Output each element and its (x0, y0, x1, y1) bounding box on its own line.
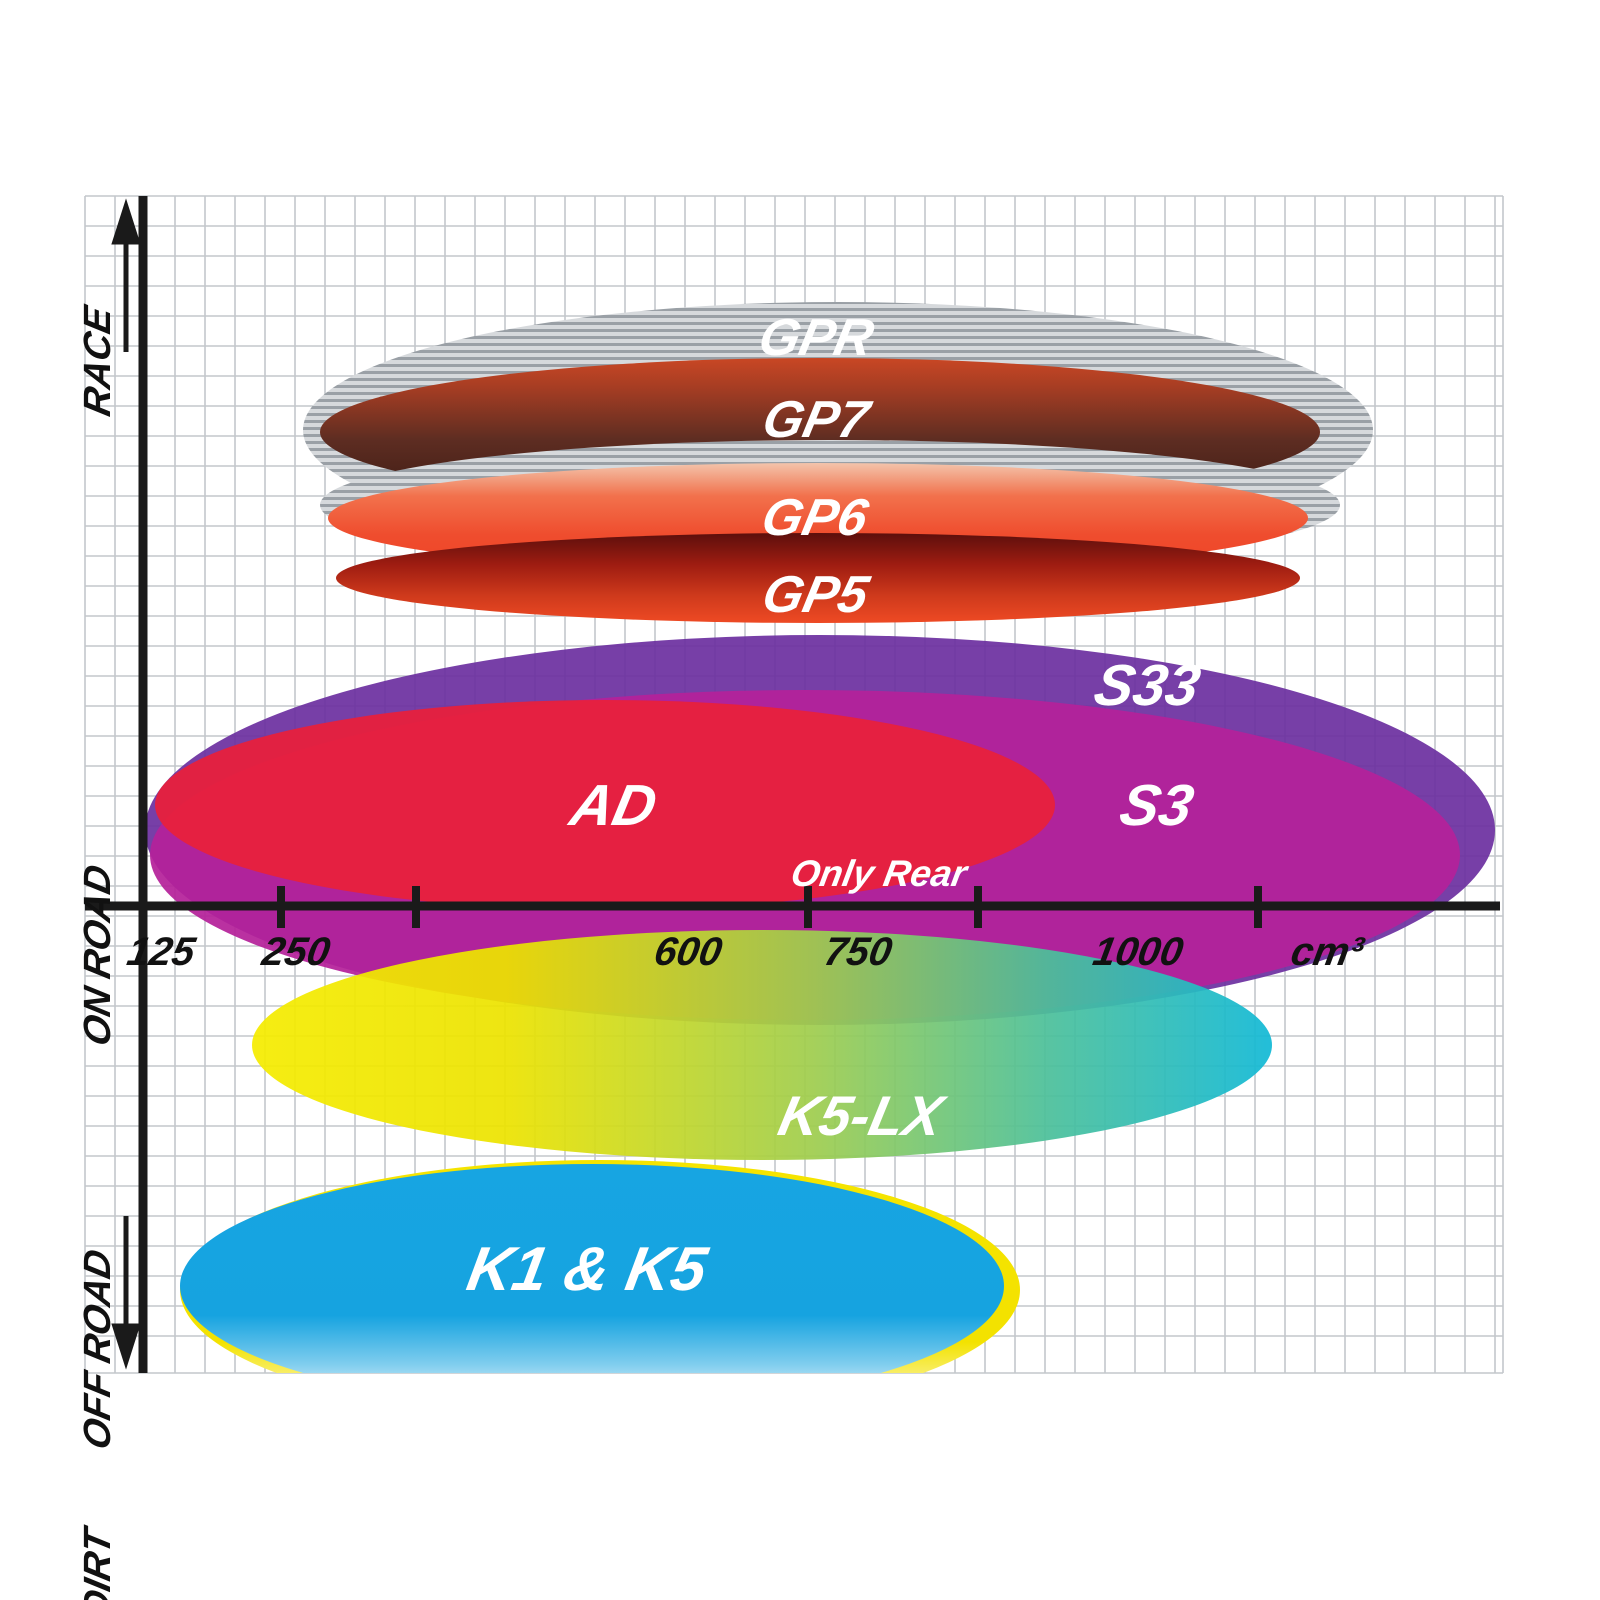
x-tick-label-750: 750 (821, 929, 896, 974)
y-label-dirt: DIRT (76, 1522, 119, 1600)
bubble-ad[interactable] (155, 700, 1055, 910)
x-tick-label-125: 125 (124, 929, 199, 974)
bubble-gp5[interactable] (336, 533, 1300, 623)
bubble-label-s3: S3 (1114, 774, 1199, 838)
bubble-label-k5lx: K5-LX (773, 1085, 951, 1147)
bubble-k1k5[interactable] (180, 1164, 1004, 1408)
bubble-label-ad: AD (563, 774, 662, 838)
y-label-race: RACE (76, 301, 119, 419)
y-label-off-road: OFF ROAD (76, 1246, 119, 1453)
x-axis-unit-label: cm³ (1288, 929, 1369, 974)
y-label-on-road: ON ROAD (76, 861, 119, 1049)
bubble-label-s33: S33 (1089, 654, 1206, 718)
annotation-only-rear: Only Rear (788, 852, 973, 894)
bubble-label-gpr: GPR (754, 309, 879, 367)
bubble-label-gp6: GP6 (757, 489, 874, 547)
x-tick-label-1000: 1000 (1090, 929, 1187, 974)
bubble-label-k1k5: K1 & K5 (462, 1234, 713, 1303)
bubble-label-gp5: GP5 (757, 566, 874, 624)
bubble-label-gp7: GP7 (758, 391, 877, 449)
dirt-arrow-icon (111, 1216, 141, 1370)
race-arrow-icon (111, 198, 141, 352)
x-tick-label-250: 250 (258, 929, 334, 974)
x-tick-label-600: 600 (651, 929, 726, 974)
bubble-k5lx[interactable] (252, 930, 1272, 1160)
axes (85, 196, 1500, 1373)
